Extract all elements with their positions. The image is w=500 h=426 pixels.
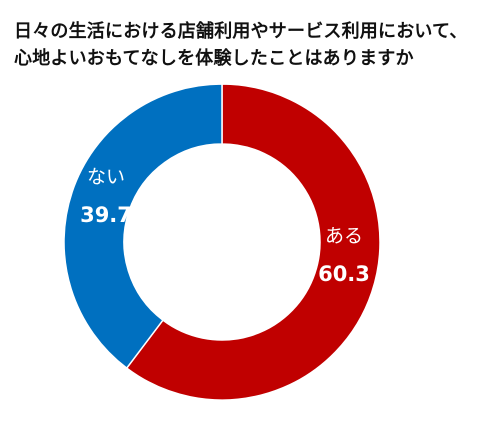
donut-slices bbox=[63, 83, 381, 401]
slice-label-nai: ない bbox=[87, 166, 125, 188]
chart-title-line-2: 心地よいおもてなしを体験したことはありますか bbox=[14, 48, 414, 69]
donut-labels: ある 60.3 ない 39.7 bbox=[80, 166, 370, 286]
slice-nai bbox=[63, 83, 223, 370]
slice-label-aru: ある bbox=[325, 225, 363, 247]
slice-value-nai: 39.7 bbox=[80, 203, 132, 227]
slice-value-aru: 60.3 bbox=[318, 262, 370, 286]
chart-title-line-1: 日々の生活における店舗利用やサービス利用において、 bbox=[14, 21, 468, 42]
slice-aru bbox=[125, 83, 381, 401]
chart-title: 日々の生活における店舗利用やサービス利用において、 心地よいおもてなしを体験した… bbox=[14, 18, 494, 72]
